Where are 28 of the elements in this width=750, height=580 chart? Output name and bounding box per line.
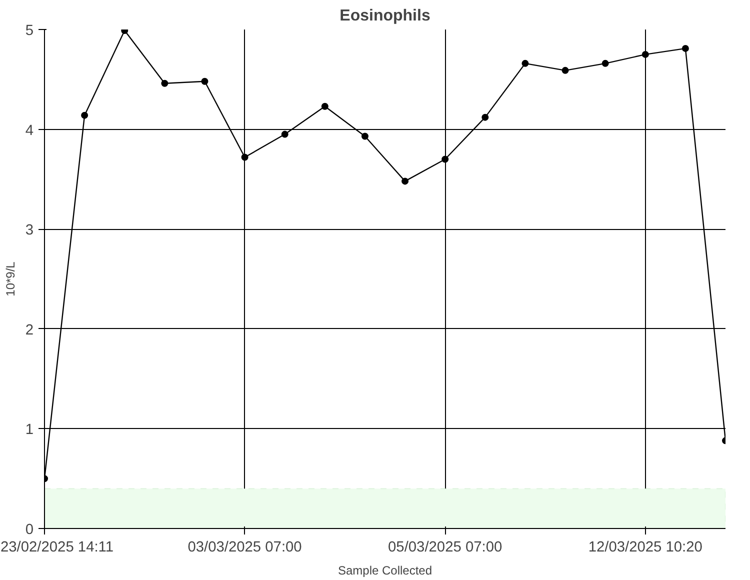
point	[161, 80, 168, 87]
point	[281, 130, 288, 138]
point	[402, 178, 409, 185]
point	[81, 112, 88, 119]
point	[442, 156, 449, 163]
point	[602, 60, 609, 67]
y-tick-label: 3	[25, 222, 34, 239]
point	[201, 78, 208, 85]
x-tick-label: 12/03/2025 10:20	[588, 540, 702, 556]
y-tick-label: 1	[25, 422, 34, 438]
point	[321, 102, 328, 110]
y-tick-label: 0	[25, 522, 34, 538]
point	[482, 114, 489, 121]
point	[241, 154, 248, 161]
x-tick-label: 23/02/2025 14:11	[0, 540, 114, 556]
y-tick-label: 4	[25, 122, 34, 139]
point	[682, 44, 689, 52]
y-tick-label: 2	[25, 322, 34, 338]
x-tick-label: 05/03/2025 07:00	[388, 540, 502, 556]
x-axis-title: Sample Collected	[338, 564, 432, 578]
point	[361, 132, 368, 140]
chart-title: Eosinophils	[340, 8, 430, 24]
point	[562, 66, 569, 74]
y-axis-title: 10*9/L	[3, 261, 18, 296]
point	[642, 50, 649, 58]
point	[522, 60, 529, 67]
x-tick-label: 03/03/2025 07:00	[188, 540, 302, 556]
y-tick-label: 5	[25, 23, 34, 39]
